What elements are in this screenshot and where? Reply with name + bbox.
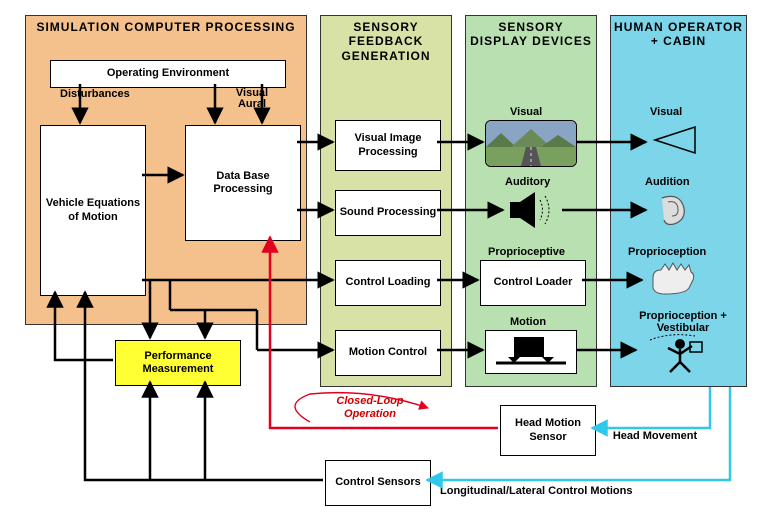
box-operating-env: Operating Environment xyxy=(50,60,286,88)
label-audition-h: Audition xyxy=(645,176,690,188)
human-vestibular-icon xyxy=(640,332,710,377)
box-vehicle-eq: Vehicle Equations of Motion xyxy=(40,125,146,296)
col-simulation-header: SIMULATION COMPUTER PROCESSING xyxy=(26,16,306,38)
box-control-loader: Control Loader xyxy=(480,260,586,306)
human-audition-icon xyxy=(650,190,695,230)
box-motion-control: Motion Control xyxy=(335,330,441,376)
box-sound-proc: Sound Processing xyxy=(335,190,441,236)
display-auditory-icon xyxy=(505,190,560,230)
label-proprio-d: Proprioceptive xyxy=(488,246,565,258)
box-db-processing: Data Base Processing xyxy=(185,125,301,241)
display-motion-icon xyxy=(485,330,577,374)
box-control-loading: Control Loading xyxy=(335,260,441,306)
col-display-header: SENSORY DISPLAY DEVICES xyxy=(466,16,596,53)
label-longlat: Longitudinal/Lateral Control Motions xyxy=(440,485,700,497)
label-visual-aural: Visual Aural xyxy=(222,88,282,110)
simulation-block-diagram: SIMULATION COMPUTER PROCESSING SENSORY F… xyxy=(10,10,761,518)
label-pv-h: Proprioception + Vestibular xyxy=(628,310,738,334)
label-auditory-d: Auditory xyxy=(505,176,550,188)
label-disturbances: Disturbances xyxy=(60,88,130,100)
human-proprioception-icon xyxy=(645,260,700,300)
box-head-sensor: Head Motion Sensor xyxy=(500,405,596,456)
col-human-header: HUMAN OPERATOR + CABIN xyxy=(611,16,746,53)
label-motion-d: Motion xyxy=(510,316,546,328)
label-visual-h: Visual xyxy=(650,106,682,118)
box-performance: Performance Measurement xyxy=(115,340,241,386)
label-closed-loop: Closed-Loop Operation xyxy=(320,395,420,421)
box-visual-proc: Visual Image Processing xyxy=(335,120,441,171)
label-headmove: Head Movement xyxy=(610,430,700,442)
box-control-sensors: Control Sensors xyxy=(325,460,431,506)
display-visual-icon xyxy=(485,120,577,167)
label-visual-d: Visual xyxy=(510,106,542,118)
label-proprio-h: Proprioception xyxy=(628,246,706,258)
human-visual-icon xyxy=(650,122,700,157)
col-feedback-header: SENSORY FEEDBACK GENERATION xyxy=(321,16,451,67)
